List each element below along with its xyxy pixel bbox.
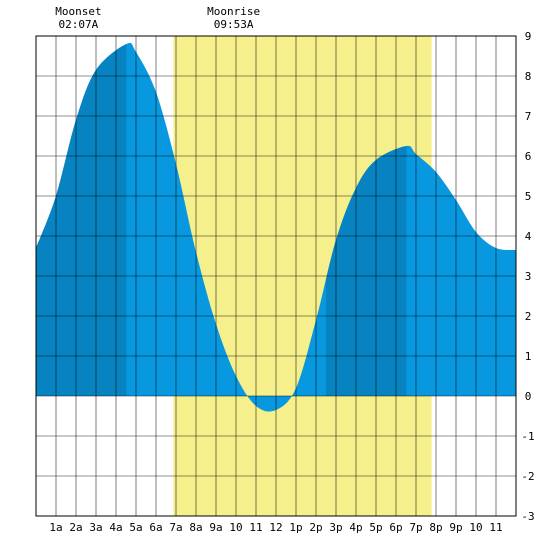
y-tick-label: 6 bbox=[525, 150, 532, 163]
x-tick-labels: 1a 2a 3a 4a 5a 6a 7a 8a 9a 10 11 12 1p 2p 3p 4p 5p 6p 7p 8p… bbox=[49, 521, 502, 534]
x-tick-label: 1a bbox=[49, 521, 62, 534]
y-tick-label: 3 bbox=[525, 270, 532, 283]
x-tick-label: 1p bbox=[289, 521, 302, 534]
y-tick-label: -2 bbox=[521, 470, 534, 483]
x-tick-label: 9p bbox=[449, 521, 462, 534]
x-tick-label: 5a bbox=[129, 521, 142, 534]
x-tick-label: 11 bbox=[249, 521, 262, 534]
x-tick-label: 6p bbox=[389, 521, 402, 534]
x-tick-label: 5p bbox=[369, 521, 382, 534]
y-tick-label: 5 bbox=[525, 190, 532, 203]
x-tick-label: 3p bbox=[329, 521, 342, 534]
grid-layer bbox=[35, 35, 517, 517]
x-tick-label: 2p bbox=[309, 521, 322, 534]
plot-frame bbox=[35, 35, 517, 517]
y-tick-label: -3 bbox=[521, 510, 534, 523]
x-tick-label: 2a bbox=[69, 521, 82, 534]
x-tick-label: 8a bbox=[189, 521, 202, 534]
y-tick-label: 1 bbox=[525, 350, 532, 363]
y-tick-label: 0 bbox=[525, 390, 532, 403]
x-tick-label: 12 bbox=[269, 521, 282, 534]
x-tick-label: 4p bbox=[349, 521, 362, 534]
x-tick-label: 8p bbox=[429, 521, 442, 534]
y-tick-label: 2 bbox=[525, 310, 532, 323]
x-tick-label: 4a bbox=[109, 521, 122, 534]
moon-event-time: 09:53A bbox=[214, 18, 254, 31]
x-tick-label: 9a bbox=[209, 521, 222, 534]
plot-border bbox=[35, 35, 517, 517]
y-tick-label: 8 bbox=[525, 70, 532, 83]
x-tick-label: 10 bbox=[229, 521, 242, 534]
moon-event-label: Moonrise bbox=[207, 5, 260, 18]
y-tick-label: 7 bbox=[525, 110, 532, 123]
moon-event-label: Moonset bbox=[55, 5, 101, 18]
x-tick-label: 6a bbox=[149, 521, 162, 534]
x-tick-label: 11 bbox=[489, 521, 502, 534]
y-tick-label: 4 bbox=[525, 230, 532, 243]
moon-event-time: 02:07A bbox=[59, 18, 99, 31]
x-tick-label: 7p bbox=[409, 521, 422, 534]
y-tick-label: 9 bbox=[525, 30, 532, 43]
x-tick-label: 3a bbox=[89, 521, 102, 534]
x-tick-label: 10 bbox=[469, 521, 482, 534]
y-tick-label: -1 bbox=[521, 430, 534, 443]
x-tick-label: 7a bbox=[169, 521, 182, 534]
y-tick-labels: 9 8 7 6 5 4 3 2 1 0 -1 -2 -3 bbox=[521, 30, 534, 523]
